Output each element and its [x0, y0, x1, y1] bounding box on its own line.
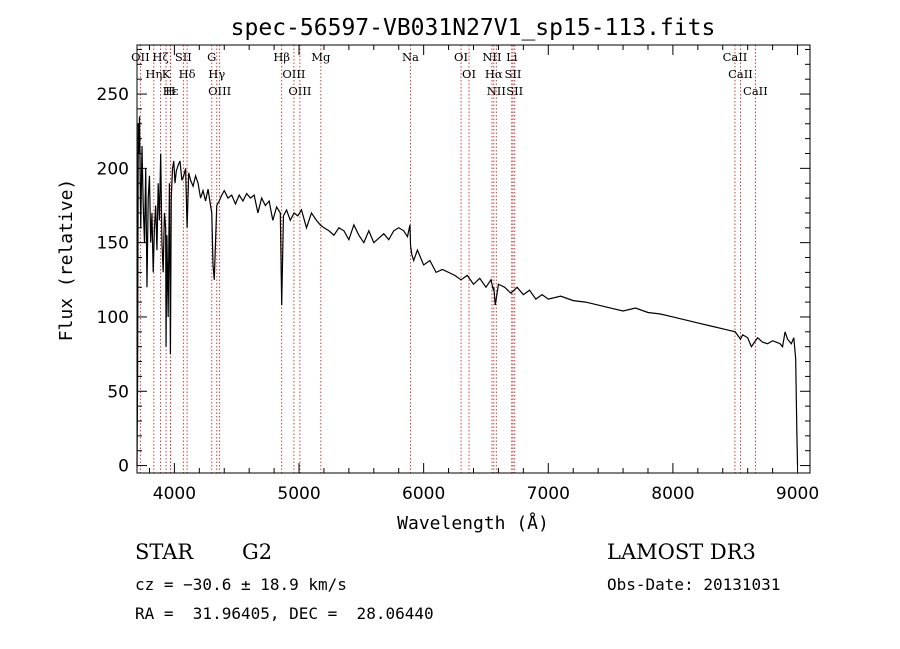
x-tick-label: 5000 [277, 484, 320, 504]
object-class: STAR [135, 540, 194, 564]
x-tick-label: 7000 [527, 484, 570, 504]
x-axis-label: Wavelength (Å) [397, 512, 549, 534]
spectrum-series-line [136, 116, 799, 466]
spectral-line-label: Hβ [273, 50, 290, 64]
spectral-line-label: NII [487, 84, 506, 98]
y-tick-label: 50 [107, 382, 129, 402]
spectral-line-label: CaII [743, 84, 768, 98]
spectral-line-label: Li [506, 50, 518, 64]
spectral-line-label: SII [175, 50, 192, 64]
plot-frame [136, 44, 811, 474]
spectral-line-label: Mg [311, 50, 331, 64]
spectral-line-label: NII [482, 50, 501, 64]
spectral-line-label: OII [131, 50, 150, 64]
y-tick-label: 250 [97, 85, 129, 105]
spectral-line-label: OIII [282, 67, 305, 81]
spectral-line-label: CaII [728, 67, 753, 81]
spectral-line-label: H [165, 84, 175, 98]
spectral-line-label: K [162, 67, 171, 81]
spectral-line-label: OIII [288, 84, 311, 98]
spectral-line-label: Hε [163, 84, 179, 98]
object-subclass: G2 [242, 540, 273, 564]
spectral-line-label: Hα [485, 67, 503, 81]
y-tick-label: 150 [97, 234, 129, 254]
spectral-line-label: Hη [145, 67, 162, 81]
y-tick-label: 0 [118, 457, 129, 477]
x-tick-label: 8000 [651, 484, 694, 504]
obs-date: Obs-Date: 20131031 [607, 575, 781, 594]
x-tick-label: 6000 [402, 484, 445, 504]
spectral-line-label: Hγ [208, 67, 225, 81]
survey-name: LAMOST DR3 [607, 540, 756, 564]
velocity-readout: cz = −30.6 ± 18.9 km/s [135, 575, 347, 594]
spectral-line-label: SII [505, 67, 522, 81]
spectral-line-label: OIII [208, 84, 231, 98]
x-tick-label: 9000 [776, 484, 819, 504]
chart-title: spec-56597-VB031N27V1_sp15-113.fits [231, 15, 716, 41]
spectral-line-label: SII [506, 84, 523, 98]
x-tick-label: 4000 [153, 484, 196, 504]
y-tick-label: 200 [97, 159, 129, 179]
spectral-line-label: Hδ [179, 67, 196, 81]
spectral-line-label: Na [402, 50, 419, 64]
spectral-line-markers [139, 45, 756, 473]
spectral-line-label: G [207, 50, 216, 64]
spectral-line-label: OI [454, 50, 468, 64]
spectral-line-label: OI [462, 67, 476, 81]
coordinates: RA = 31.96405, DEC = 28.06440 [135, 604, 434, 623]
spectral-line-label: Hζ [152, 50, 168, 64]
x-axis-ticks: 4000 5000 6000 7000 8000 9000 [148, 45, 819, 504]
spectral-line-label: CaII [723, 50, 748, 64]
y-axis-label: Flux (relative) [56, 179, 77, 342]
y-axis-ticks: 0 50 100 150 200 250 [97, 48, 810, 477]
y-tick-label: 100 [97, 308, 129, 328]
